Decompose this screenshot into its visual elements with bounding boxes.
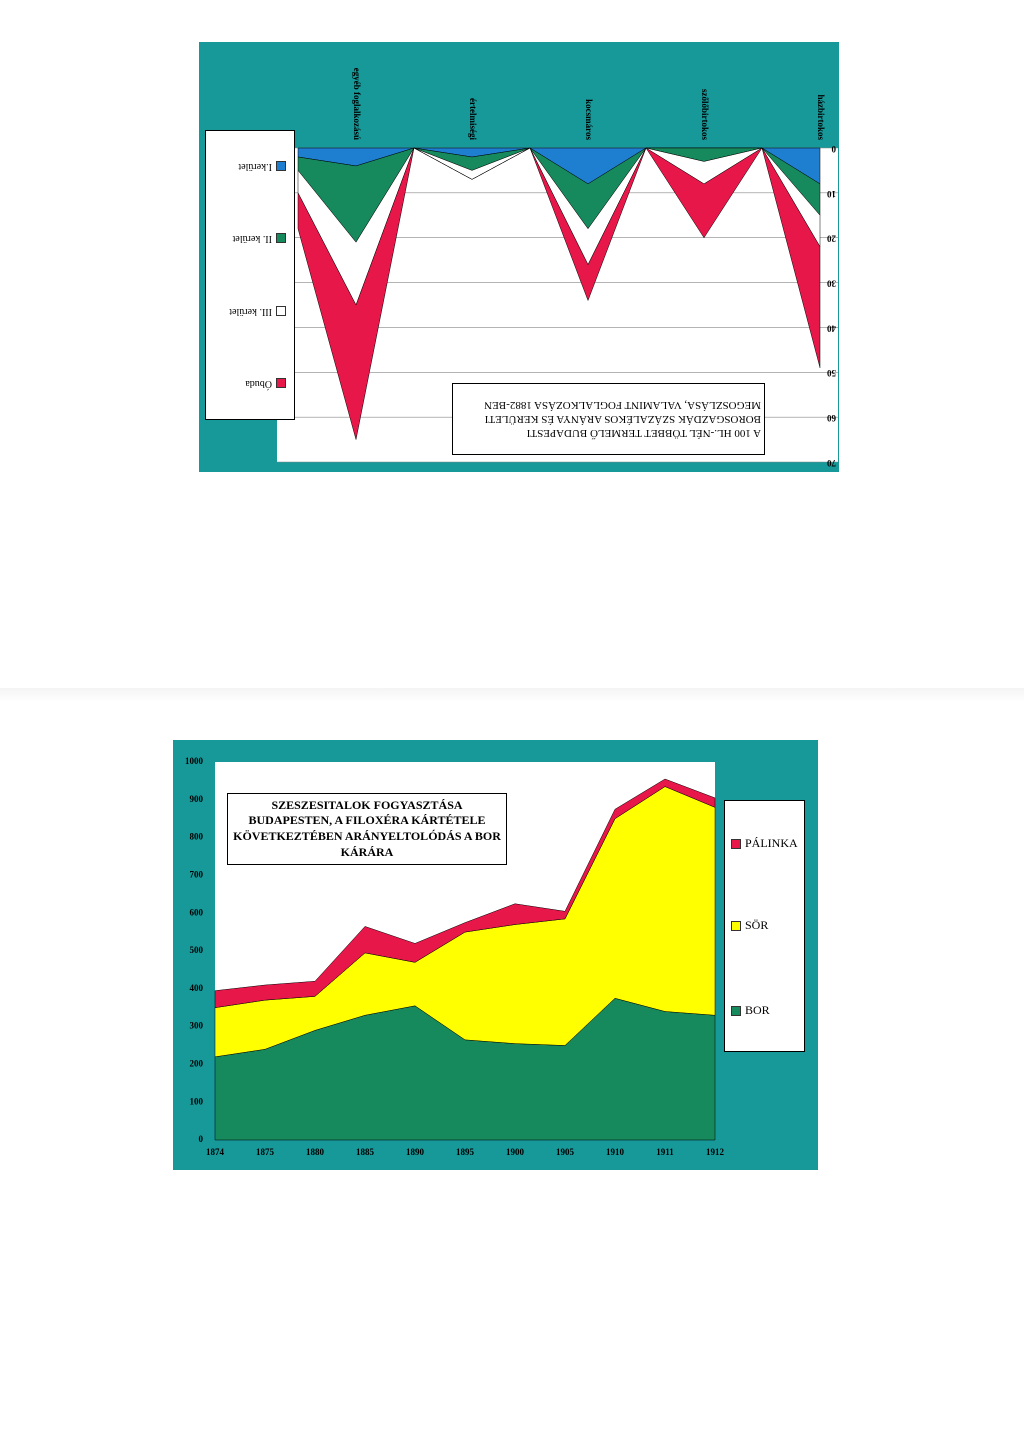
legend-label: PÁLINKA [745,836,798,850]
y-tick-label: 300 [190,1021,204,1031]
area [297,147,821,440]
x-tick-label: értelmiségi [468,98,478,140]
x-tick-label: 1874 [206,1147,225,1157]
legend-item: SÖR [731,918,768,933]
x-tick-label: 1910 [606,1147,625,1157]
x-tick-label: 1885 [356,1147,375,1157]
y-tick-label: 500 [190,945,204,955]
y-tick-label: 10 [827,189,837,199]
x-tick-label: 1905 [556,1147,575,1157]
legend-label: BOR [745,1003,770,1017]
chart-title: A 100 HL.-NÉL TÖBBET TERMELŐ BUDAPESTI B… [484,398,761,440]
title-box: SZESZESITALOK FOGYASZTÁSA BUDAPESTEN, A … [227,793,507,865]
legend-item: PÁLINKA [731,836,798,851]
x-tick-label: 1890 [406,1147,425,1157]
legend-swatch [731,1005,741,1016]
y-tick-label: 400 [190,983,204,993]
x-tick-label: 1900 [506,1147,525,1157]
legend-label: SÖR [745,918,769,932]
y-tick-label: 100 [190,1096,204,1106]
legend-item: Óbuda [245,378,286,389]
y-tick-label: 0 [831,144,836,154]
legend-label: II. kerület [232,233,272,244]
legend: BOR SÖR PÁLINKA [724,800,805,1052]
y-tick-label: 600 [190,907,204,917]
x-tick-label: szőlőbirtokos [700,89,710,141]
legend-swatch [731,920,741,931]
y-tick-label: 1000 [185,756,204,766]
y-tick-label: 60 [827,413,837,423]
x-tick-label: 1880 [306,1147,325,1157]
y-tick-label: 70 [827,458,837,468]
area [214,778,716,1008]
chart-panel: 0 10 20 30 40 50 60 70 házbirtokos szőlőbirtokos k… [199,42,839,472]
x-tick-label: 1912 [706,1147,725,1157]
y-tick-label: 30 [827,279,837,289]
legend-swatch [276,306,286,317]
x-tick-label: egyéb foglalkozású [352,68,362,140]
x-tick-label: kocsmáros [584,99,594,140]
y-tick-label: 900 [190,794,204,804]
chart-title: SZESZESITALOK FOGYASZTÁSA BUDAPESTEN, A … [233,797,501,859]
x-tick-label: 1895 [456,1147,475,1157]
y-tick-label: 20 [827,234,837,244]
legend-label: III. kerület [229,306,272,317]
x-tick-label: házbirtokos [816,94,826,140]
y-tick-label: 800 [190,832,204,842]
y-tick-label: 40 [827,323,837,333]
y-tick-label: 0 [199,1134,204,1144]
legend-item: BOR [731,1003,770,1018]
legend: I.kerület II. kerület III. kerület Óbuda [205,130,295,420]
x-tick-label: 1875 [256,1147,275,1157]
legend-swatch [276,233,286,244]
legend-item: III. kerület [229,306,286,317]
chart-panel: 0 100 200 300 400 500 600 700 800 900 1000 1874 1875… [173,740,818,1170]
legend-swatch [276,161,286,172]
legend-item: II. kerület [233,233,286,244]
y-tick-label: 700 [190,869,204,879]
legend-label: I.kerület [238,161,272,172]
y-tick-label: 200 [190,1058,204,1068]
y-tick-label: 50 [827,368,837,378]
legend-swatch [731,838,741,849]
legend-swatch [276,378,286,389]
x-tick-label: 1911 [656,1147,674,1157]
legend-label: Óbuda [245,378,272,389]
title-box: A 100 HL.-NÉL TÖBBET TERMELŐ BUDAPESTI B… [452,383,765,455]
legend-item: I.kerület [238,161,286,172]
page-divider [0,688,1024,702]
